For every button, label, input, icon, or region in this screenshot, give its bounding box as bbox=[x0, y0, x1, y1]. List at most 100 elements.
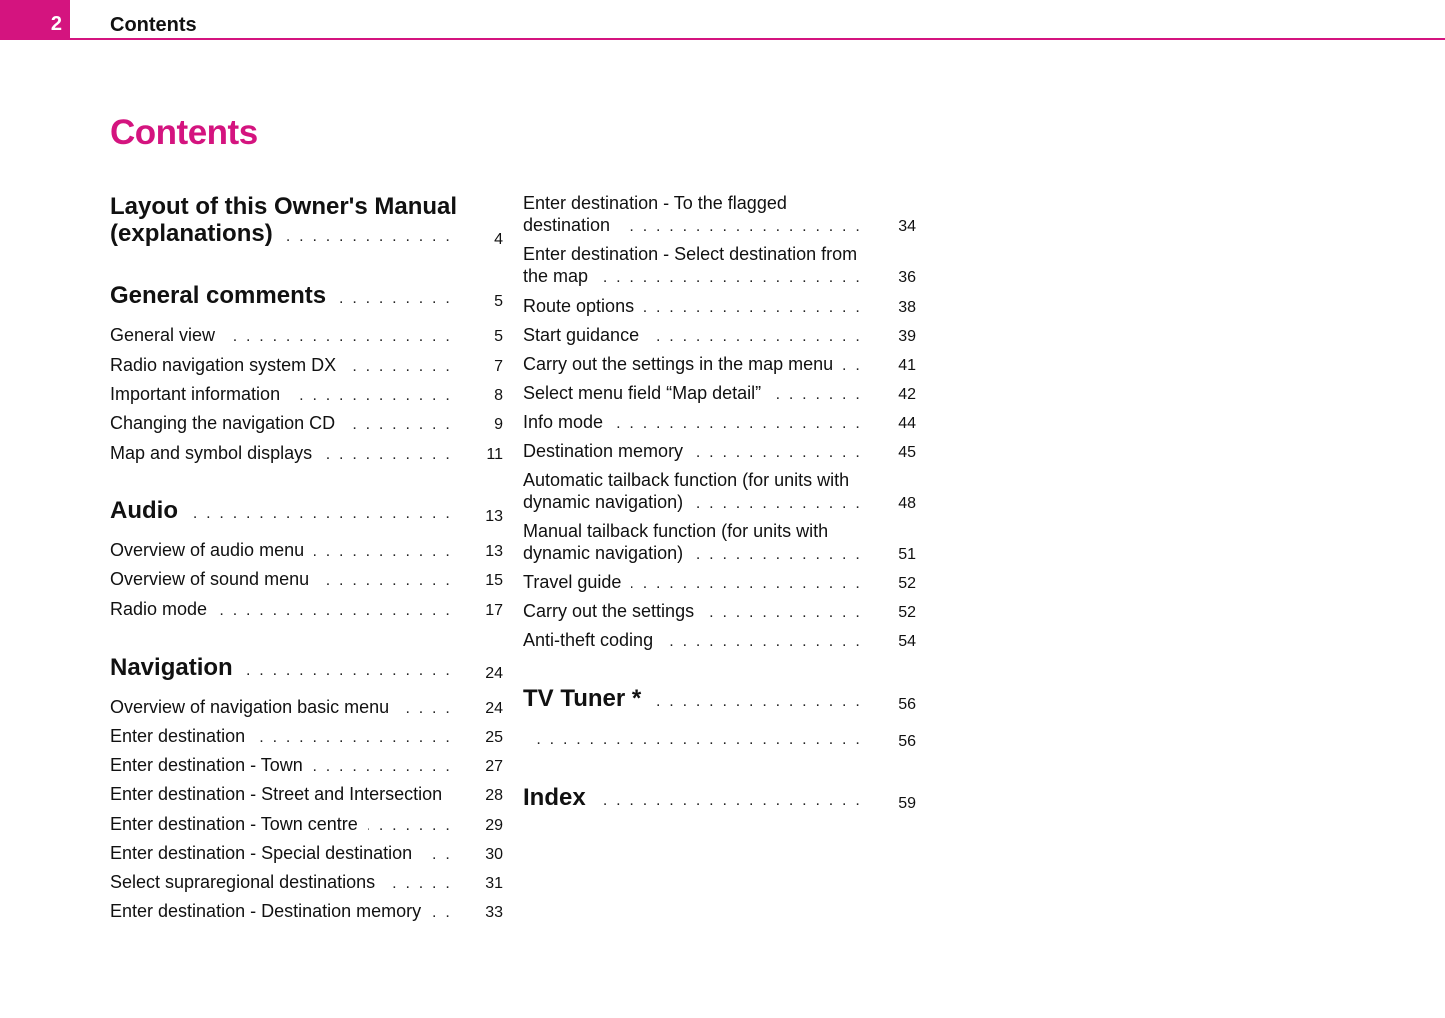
toc-entry[interactable]: Enter destination - Select destination f… bbox=[523, 243, 916, 289]
toc-section[interactable]: 5 General comments . . . . . . . . . . . … bbox=[110, 282, 503, 312]
toc-entry[interactable]: Enter destination - To the flagged 34 dest… bbox=[523, 192, 916, 238]
toc-page-number: 36 bbox=[898, 269, 916, 286]
toc-page-number: 34 bbox=[898, 218, 916, 235]
toc-entry-line: Map and symbol displays . . . . . . . . … bbox=[110, 442, 452, 466]
toc-page-number: 33 bbox=[485, 904, 503, 921]
toc-page-number: 52 bbox=[898, 575, 916, 592]
dot-leader: . . . . . . . . . . . . . . . . . . . . … bbox=[613, 415, 862, 432]
toc-entry-title: Radio navigation system DX bbox=[110, 355, 337, 375]
toc-page-number: 45 bbox=[898, 444, 916, 461]
toc-entry-title: Enter destination - To the flagged bbox=[523, 193, 787, 213]
toc-entry[interactable]: 33 Enter destination - Destination memory… bbox=[110, 900, 503, 924]
dot-leader: . . . . . . . . . . . . . . . . . . . . … bbox=[693, 495, 862, 512]
toc-entry[interactable]: 25 Enter destination . . . . . . . . . . … bbox=[110, 725, 503, 749]
dot-leader: . . . . . . . . . . . . . . . . . . . . … bbox=[346, 358, 452, 375]
toc-entry-line: Automatic tailback function (for units w… bbox=[523, 469, 862, 491]
dot-leader: . . . . . . . . . . . . . . . . . . . . … bbox=[843, 357, 862, 374]
dot-leader: . . . . . . . . . . . . . . . . . . . . … bbox=[336, 289, 452, 307]
toc-entry-title: Important information bbox=[110, 384, 281, 404]
toc-section[interactable]: 13 Audio . . . . . . . . . . . . . . . . … bbox=[110, 497, 503, 527]
toc-entry[interactable]: 11 Map and symbol displays . . . . . . . … bbox=[110, 442, 503, 466]
toc-entry[interactable]: 56 . . . . . . . . . . . . . . . . . . .… bbox=[523, 729, 916, 751]
toc-entry-line: Enter destination - Town centre . . . . … bbox=[110, 813, 452, 837]
toc-entry-line: Start guidance . . . . . . . . . . . . .… bbox=[523, 324, 862, 348]
toc-entry-line: Enter destination - Destination memory .… bbox=[110, 900, 452, 924]
toc-entry[interactable]: 30 Enter destination - Special destinatio… bbox=[110, 842, 503, 866]
toc-page-number: 31 bbox=[485, 875, 503, 892]
toc-entry-line: Overview of audio menu . . . . . . . . .… bbox=[110, 539, 452, 563]
toc-entry-title: Enter destination - Select destination f… bbox=[523, 244, 858, 264]
toc-entry-title: Enter destination - Street and Intersect… bbox=[110, 784, 443, 804]
toc-entry[interactable]: 24 Overview of navigation basic menu . . … bbox=[110, 696, 503, 720]
toc-entry[interactable]: 38 Route options . . . . . . . . . . . . … bbox=[523, 295, 916, 319]
toc-page-number: 11 bbox=[486, 446, 503, 463]
toc-entry-title: Carry out the settings in the map menu bbox=[523, 354, 834, 374]
toc-entry-title: Info mode bbox=[523, 412, 604, 432]
dot-leader: . . . . . . . . . . . . . . . . . . . . … bbox=[243, 661, 452, 679]
toc-entry[interactable]: Manual tailback function (for units with… bbox=[523, 520, 916, 566]
toc-entry-title: Layout of this Owner's Manual bbox=[110, 192, 458, 220]
toc-entry-title: Travel guide bbox=[523, 572, 622, 592]
dot-leader: . . . . . . . . . . . . . . . . . . . . … bbox=[693, 546, 862, 563]
toc-entry[interactable]: 9 Changing the navigation CD . . . . . . … bbox=[110, 412, 503, 436]
toc-entry[interactable]: Automatic tailback function (for units w… bbox=[523, 469, 916, 515]
toc-entry-line: dynamic navigation) . . . . . . . . . . … bbox=[523, 491, 862, 515]
toc-section[interactable]: 56 TV Tuner * . . . . . . . . . . . . . .… bbox=[523, 685, 916, 715]
toc-entry[interactable]: 31 Select supraregional destinations . . … bbox=[110, 871, 503, 895]
toc-entry[interactable]: 7 Radio navigation system DX . . . . . . … bbox=[110, 354, 503, 378]
toc-entry[interactable]: 39 Start guidance . . . . . . . . . . . .… bbox=[523, 324, 916, 348]
toc-entry[interactable]: 52 Travel guide . . . . . . . . . . . . .… bbox=[523, 571, 916, 595]
toc-entry-line: Manual tailback function (for units with bbox=[523, 520, 862, 542]
toc-page-number: 42 bbox=[898, 386, 916, 403]
toc-entry[interactable]: 29 Enter destination - Town centre . . . … bbox=[110, 813, 503, 837]
toc-page-number: 24 bbox=[485, 664, 503, 682]
toc-entry-line: Enter destination - Town . . . . . . . .… bbox=[110, 754, 452, 778]
toc-entry-title: (explanations) bbox=[110, 219, 273, 247]
dot-leader: . . . . . . . . . . . . . . . . . . . . … bbox=[771, 386, 862, 403]
toc-entry[interactable]: 17 Radio mode . . . . . . . . . . . . . .… bbox=[110, 598, 503, 622]
toc-entry[interactable]: 42 Select menu field “Map detail” . . . .… bbox=[523, 382, 916, 406]
toc-entry-title: Enter destination - Destination memory bbox=[110, 901, 422, 921]
toc-entry[interactable]: 41 Carry out the settings in the map menu… bbox=[523, 353, 916, 377]
toc-page-number: 29 bbox=[485, 817, 503, 834]
dot-leader: . . . . . . . . . . . . . . . . . . . . … bbox=[431, 904, 452, 921]
page-number-tab: 2 bbox=[0, 0, 70, 40]
toc-entry-title: Radio mode bbox=[110, 599, 208, 619]
toc-entry[interactable]: 45 Destination memory . . . . . . . . . .… bbox=[523, 440, 916, 464]
toc-entry[interactable]: 28 Enter destination - Street and Interse… bbox=[110, 783, 503, 807]
toc-entry[interactable]: 5 General view . . . . . . . . . . . . . … bbox=[110, 324, 503, 348]
toc-page-number: 17 bbox=[485, 602, 503, 619]
toc-entry[interactable]: 27 Enter destination - Town . . . . . . .… bbox=[110, 754, 503, 778]
toc-entry-title: Index bbox=[523, 783, 586, 811]
dot-leader: . . . . . . . . . . . . . . . . . . . . … bbox=[322, 446, 452, 463]
dot-leader: . . . . . . . . . . . . . . . . . . . . … bbox=[188, 504, 452, 522]
toc-entry[interactable]: 8 Important information . . . . . . . . .… bbox=[110, 383, 503, 407]
toc-entry[interactable]: 15 Overview of sound menu . . . . . . . .… bbox=[110, 568, 503, 592]
dot-leader: . . . . . . . . . . . . . . . . . . . . … bbox=[312, 758, 452, 775]
toc-entry[interactable]: 44 Info mode . . . . . . . . . . . . . . … bbox=[523, 411, 916, 435]
dot-leader: . . . . . . . . . . . . . . . . . . . . … bbox=[533, 731, 862, 748]
toc-page-number: 56 bbox=[898, 695, 916, 713]
toc-section[interactable]: 59 Index . . . . . . . . . . . . . . . . … bbox=[523, 783, 916, 814]
toc-entry-line: Enter destination - Select destination f… bbox=[523, 243, 862, 265]
toc-entry-title: Destination memory bbox=[523, 441, 684, 461]
toc-entry[interactable]: 52 Carry out the settings . . . . . . . .… bbox=[523, 600, 916, 624]
toc-entry-title: dynamic navigation) bbox=[523, 543, 684, 563]
toc-section[interactable]: Layout of this Owner's Manual 4 (explanati… bbox=[110, 193, 503, 250]
toc-entry-line: General comments . . . . . . . . . . . .… bbox=[110, 282, 452, 312]
toc-entry-title: Route options bbox=[523, 296, 635, 316]
toc-entry-line: General view . . . . . . . . . . . . . .… bbox=[110, 324, 452, 348]
toc-section[interactable]: 24 Navigation . . . . . . . . . . . . . .… bbox=[110, 654, 503, 684]
toc-page-number: 30 bbox=[485, 846, 503, 863]
toc-entry-line: Enter destination . . . . . . . . . . . … bbox=[110, 725, 452, 749]
toc-page-number: 5 bbox=[494, 292, 503, 310]
dot-leader: . . . . . . . . . . . . . . . . . . . . … bbox=[620, 218, 862, 235]
toc-entry[interactable]: 13 Overview of audio menu . . . . . . . .… bbox=[110, 539, 503, 563]
toc-page-number: 9 bbox=[494, 416, 503, 433]
toc-page-number: 5 bbox=[494, 328, 503, 345]
toc-entry-line: Overview of navigation basic menu . . . … bbox=[110, 696, 452, 720]
dot-leader: . . . . . . . . . . . . . . . . . . . . … bbox=[217, 602, 452, 619]
toc-entry[interactable]: 54 Anti-theft coding . . . . . . . . . . … bbox=[523, 629, 916, 653]
dot-leader: . . . . . . . . . . . . . . . . . . . . … bbox=[663, 633, 862, 650]
toc-page-number: 27 bbox=[485, 758, 503, 775]
